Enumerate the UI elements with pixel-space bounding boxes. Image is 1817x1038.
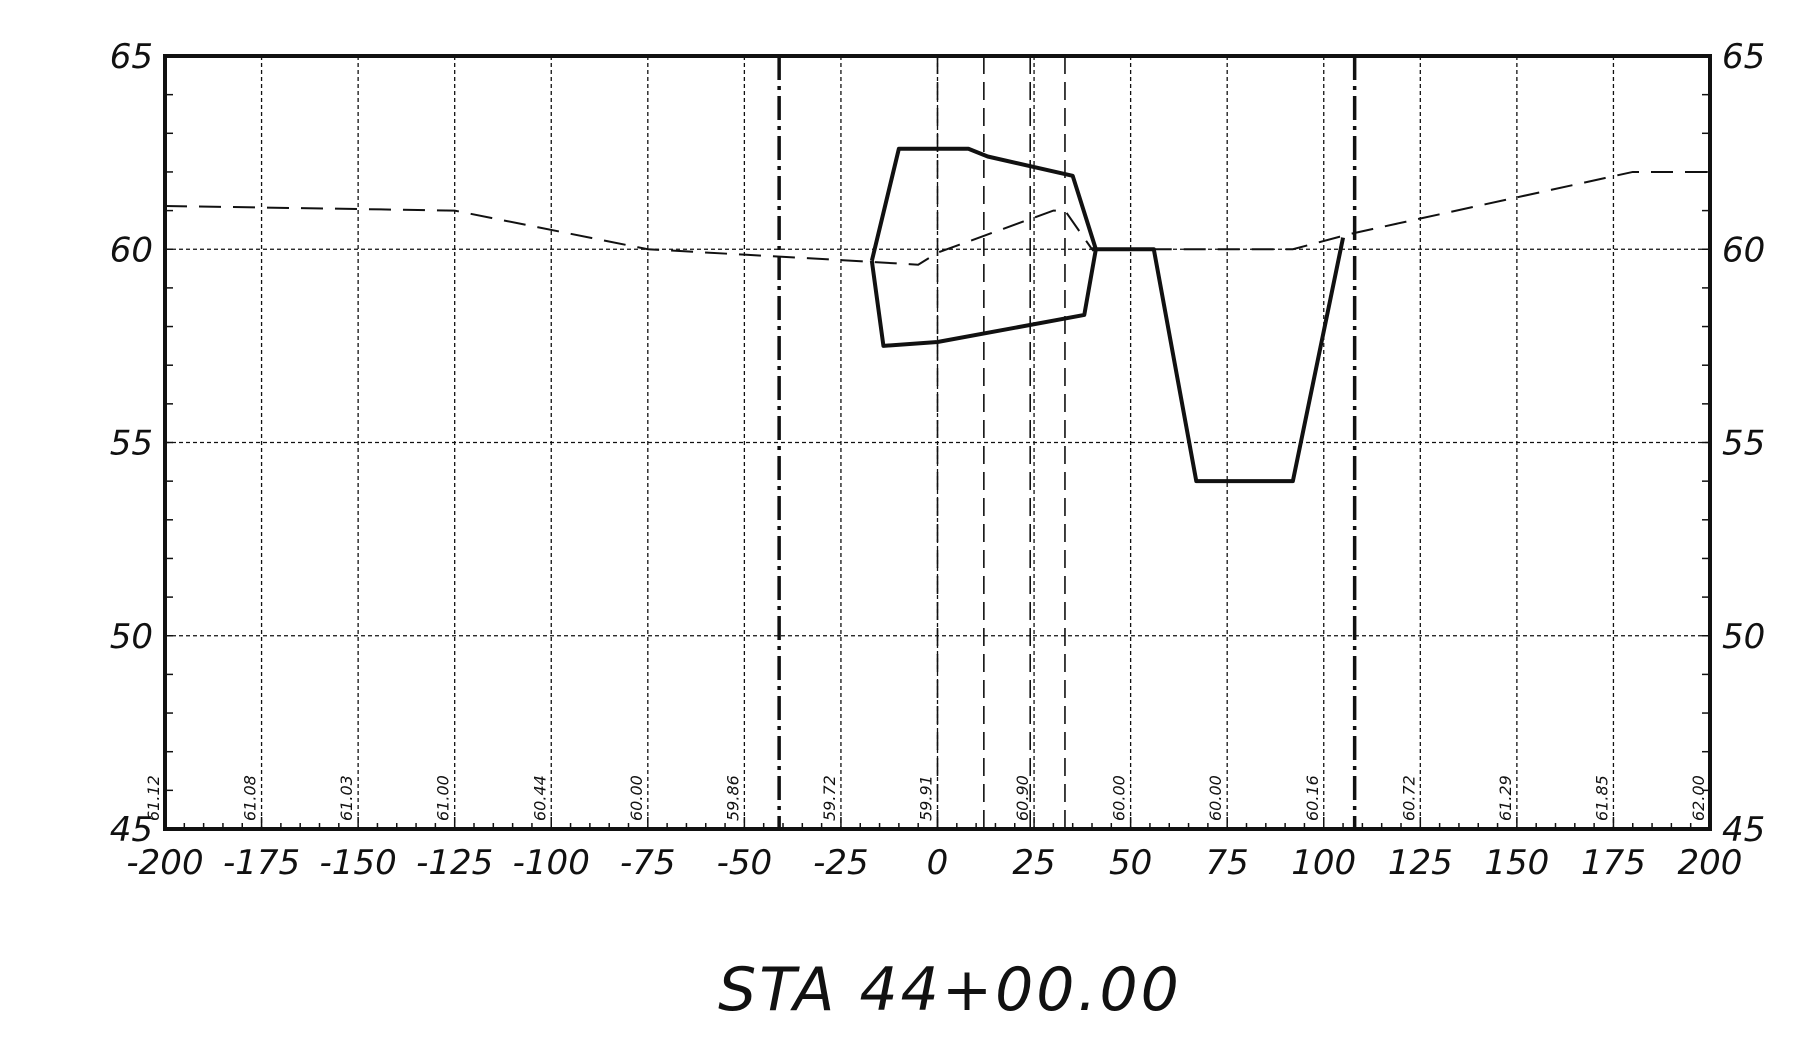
elevation-label: 60.90 xyxy=(1013,775,1032,821)
x-tick-label: 75 xyxy=(1206,843,1249,883)
y-tick-label-right: 55 xyxy=(1722,424,1765,464)
y-tick-label-left: 45 xyxy=(110,810,153,850)
y-tick-label-left: 55 xyxy=(110,424,153,464)
y-tick-label-right: 45 xyxy=(1722,810,1765,850)
elevation-label: 61.12 xyxy=(144,775,163,821)
elevation-labels: 61.12 61.08 61.03 61.00 60.44 60.00 59.86 59.72… xyxy=(144,775,1708,821)
x-tick-label: 175 xyxy=(1581,843,1646,883)
x-tick-label: -50 xyxy=(717,843,773,883)
elevation-label: 60.16 xyxy=(1303,775,1322,821)
x-tick-label: 50 xyxy=(1109,843,1152,883)
elevation-label: 61.03 xyxy=(337,775,356,821)
y-tick-label-left: 60 xyxy=(110,230,153,270)
x-tick-label: 150 xyxy=(1484,843,1549,883)
x-tick-label: 100 xyxy=(1291,843,1356,883)
y-tick-label-right: 65 xyxy=(1722,37,1765,77)
x-tick-label: 25 xyxy=(1012,843,1055,883)
x-tick-label: -25 xyxy=(813,843,869,883)
proposed-section-line xyxy=(869,146,1098,348)
x-tick-label: 200 xyxy=(1678,843,1743,883)
elevation-label: 59.72 xyxy=(820,775,839,821)
x-tick-label: -200 xyxy=(126,843,203,883)
elevation-label: 62.00 xyxy=(1689,775,1708,821)
elevation-label: 61.29 xyxy=(1496,775,1515,821)
x-tick-label: -150 xyxy=(320,843,397,883)
elevation-label: 61.00 xyxy=(434,775,453,821)
x-axis: -200 -175 -150 -125 -100 -75 -50 -25 0 25 50 75 100 1… xyxy=(126,817,1742,883)
x-tick-label: -100 xyxy=(513,843,590,883)
x-tick-label: -75 xyxy=(620,843,676,883)
y-tick-label-right: 60 xyxy=(1722,230,1765,270)
x-tick-label: 0 xyxy=(927,843,949,883)
elevation-label: 60.00 xyxy=(1110,775,1129,821)
elevation-label: 60.00 xyxy=(627,775,646,821)
x-tick-label: 125 xyxy=(1388,843,1453,883)
elevation-label: 59.86 xyxy=(723,775,742,821)
x-tick-label: -175 xyxy=(223,843,300,883)
x-tick-label: -125 xyxy=(416,843,493,883)
reference-lines xyxy=(777,56,1357,829)
elevation-label: 61.85 xyxy=(1592,775,1611,821)
elevation-label: 59.91 xyxy=(917,775,936,821)
existing-ground-line xyxy=(164,170,1710,266)
y-tick-label-right: 50 xyxy=(1722,617,1765,657)
y-tick-label-left: 65 xyxy=(110,37,153,77)
y-axis-right: 65 60 55 50 45 xyxy=(1702,37,1765,850)
y-tick-label-left: 50 xyxy=(110,617,153,657)
series-layer xyxy=(164,146,1710,484)
elevation-label: 60.00 xyxy=(1206,775,1225,821)
elevation-label: 60.72 xyxy=(1399,775,1418,821)
proposed-section-line xyxy=(1092,237,1346,484)
y-axis-left: 65 60 55 50 45 xyxy=(110,37,173,850)
elevation-label: 60.44 xyxy=(530,775,549,821)
chart-title: STA 44+00.00 xyxy=(718,955,1182,1025)
elevation-label: 61.08 xyxy=(241,775,260,821)
